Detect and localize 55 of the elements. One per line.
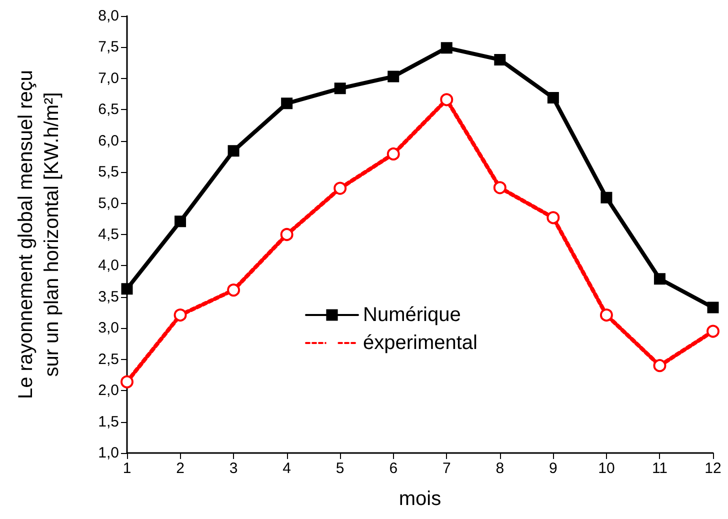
point (654, 273, 666, 285)
point (121, 283, 133, 295)
point (228, 145, 240, 157)
point (174, 216, 186, 228)
x-tick-label: 11 (652, 460, 668, 477)
point (227, 284, 240, 297)
x-tick-label: 1 (122, 460, 132, 477)
y-tick-label: 8,0 (98, 8, 119, 24)
point (707, 302, 719, 314)
y-tick-label: 4,5 (98, 226, 119, 243)
y-tick-label: 6,0 (98, 132, 119, 150)
point (334, 82, 346, 94)
x-tick-label: 6 (389, 460, 398, 477)
y-tick-label: 2,0 (98, 382, 119, 400)
point (706, 324, 720, 338)
y-tick-label: 7,0 (98, 70, 119, 87)
point (174, 308, 187, 322)
point (546, 211, 560, 224)
x-axis-title: mois (398, 488, 442, 510)
point (281, 98, 293, 110)
y-tick-label: 6,5 (98, 101, 119, 118)
legend-label: Numérique (363, 304, 461, 326)
y-tick-label: 2,5 (98, 350, 119, 368)
y-tick-label: 7,5 (98, 38, 119, 56)
y-tick-label: 1,5 (98, 413, 119, 430)
x-tick-label: 2 (176, 460, 184, 477)
x-tick-label: 5 (336, 460, 344, 477)
point (440, 93, 454, 106)
x-tick-label: 9 (549, 460, 558, 477)
y-tick-label: 3,0 (98, 320, 119, 337)
point (440, 42, 452, 54)
point (120, 375, 134, 388)
y-tick-label: 4,0 (98, 257, 119, 274)
y-axis-title: Le rayonnement global mensuel reçu sur un plan horizontal [KW.h/m²] (15, 70, 63, 400)
x-tick-label: 7 (442, 460, 451, 477)
x-tick-label: 4 (282, 460, 291, 477)
point (600, 192, 612, 204)
point (494, 54, 506, 66)
point (334, 182, 347, 195)
x-tick-label: 3 (229, 460, 238, 477)
x-tick-label: 12 (704, 460, 722, 477)
x-tick-label: 10 (598, 460, 615, 477)
point (386, 147, 400, 160)
y-tick-label: 3,5 (98, 288, 119, 306)
y-tick-label: 5,0 (98, 194, 119, 212)
point (493, 181, 506, 194)
y-tick-label: 5,5 (98, 164, 119, 181)
point (547, 92, 559, 104)
y-tick-label: 1,0 (98, 444, 119, 462)
x-tick-label: 8 (496, 460, 504, 477)
point (653, 359, 666, 372)
point (600, 308, 613, 322)
legend-label: éxperimental (363, 332, 478, 354)
point (280, 228, 294, 241)
point (388, 70, 400, 82)
